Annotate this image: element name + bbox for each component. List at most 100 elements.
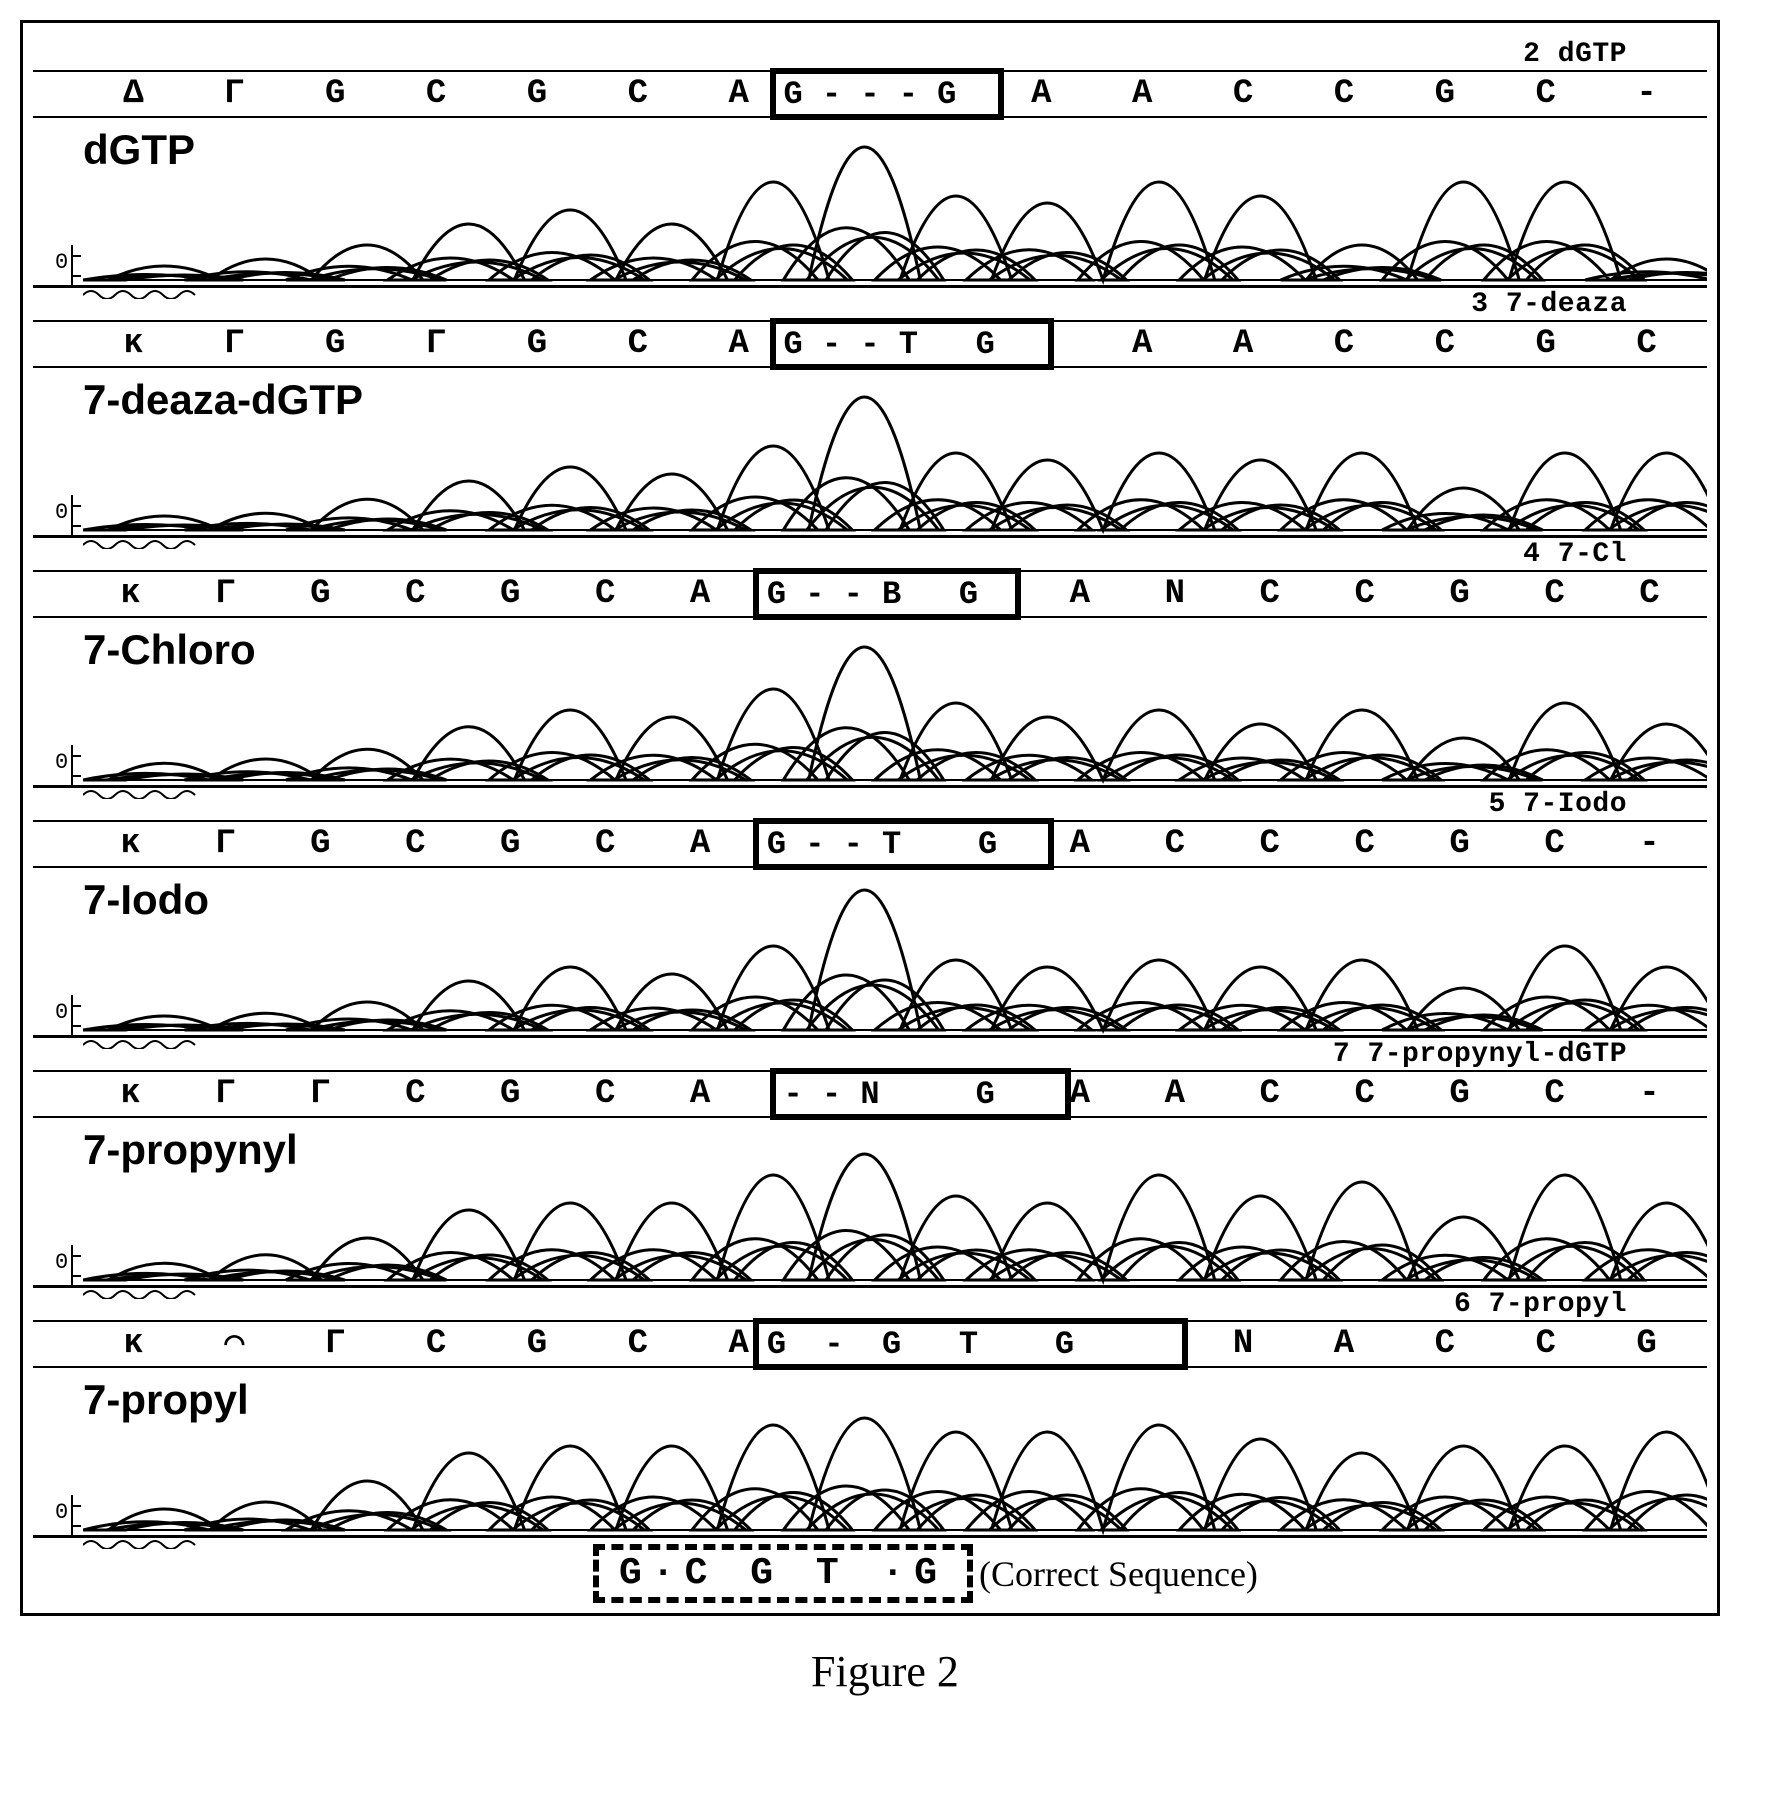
base-cell: G: [463, 1075, 558, 1113]
base-cell: C: [1294, 75, 1395, 113]
base-cell: C: [1317, 1075, 1412, 1113]
base-cell: Γ: [386, 325, 487, 363]
base-cell: C: [1222, 575, 1317, 613]
highlight-box: G - - - G: [770, 68, 1004, 120]
base-cell: C: [1507, 575, 1602, 613]
base-cell: A: [1032, 575, 1127, 613]
panel-label: dGTP: [83, 126, 195, 174]
base-cell: G: [285, 75, 386, 113]
panel-label: 7-propyl: [83, 1376, 249, 1424]
panel-label: 7-propynyl: [83, 1126, 298, 1174]
y-axis-zero-label: 0: [55, 1500, 68, 1525]
base-cell: G: [463, 575, 558, 613]
y-axis-tick: [71, 245, 83, 285]
sequence-row: κΓGΓGCAAACCGCG - - T G: [33, 322, 1707, 368]
base-cell: A: [1294, 1325, 1395, 1363]
base-cell: -: [1602, 825, 1697, 863]
base-cell: G: [487, 75, 588, 113]
panel-label: 7-deaza-dGTP: [83, 376, 363, 424]
highlight-text: G - - T G: [776, 324, 1049, 364]
base-cell: A: [991, 75, 1092, 113]
base-cell: Γ: [178, 1075, 273, 1113]
base-cell: G: [1412, 825, 1507, 863]
y-axis-tick: [71, 745, 83, 785]
base-cell: G: [487, 1325, 588, 1363]
base-cell: G: [273, 825, 368, 863]
correct-sequence-label: (Correct Sequence): [979, 1553, 1258, 1595]
base-cell: A: [653, 575, 748, 613]
base-cell: C: [1394, 325, 1495, 363]
correct-sequence-box: G·C G T ·G: [593, 1544, 973, 1603]
base-cell: C: [1317, 575, 1412, 613]
highlight-text: - - N G: [776, 1074, 1065, 1114]
chromatogram-panel: 4 7-ClκΓGCGCAANCCGCCG - - B G7-Chloro0: [33, 538, 1707, 788]
base-cell: C: [1507, 825, 1602, 863]
y-axis-zero-label: 0: [55, 1250, 68, 1275]
base-cell: Γ: [273, 1075, 368, 1113]
base-cell: G: [487, 325, 588, 363]
base-cell: C: [587, 75, 688, 113]
trace-path: [83, 228, 1707, 280]
sequence-row: κΓΓCGCAAACCGC-- - N G: [33, 1072, 1707, 1118]
highlight-box: G - G T G: [753, 1318, 1188, 1370]
panel-label: 7-Chloro: [83, 626, 256, 674]
trace-path: [83, 728, 1707, 780]
base-cell: C: [1317, 825, 1412, 863]
base-cell: A: [1092, 75, 1193, 113]
base-cell: C: [368, 575, 463, 613]
base-cell: C: [1495, 1325, 1596, 1363]
chromatogram-panel: 3 7-deazaκΓGΓGCAAACCGCG - - T G7-deaza-d…: [33, 288, 1707, 538]
base-cell: Γ: [184, 325, 285, 363]
highlight-text: G - G T G: [759, 1324, 1182, 1364]
panels-host: 2 dGTPΔΓGCGCAAACCGC-G - - - GdGTP03 7-de…: [33, 38, 1707, 1538]
base-cell: C: [1193, 75, 1294, 113]
y-axis-tick: [71, 1495, 83, 1535]
figure-container: 2 dGTPΔΓGCGCAAACCGC-G - - - GdGTP03 7-de…: [20, 20, 1720, 1616]
chromatogram-panel: 6 7-propylκ◠ΓCGCANACCGG - G T G7-propyl0: [33, 1288, 1707, 1538]
base-cell: κ: [83, 1075, 178, 1113]
base-cell: C: [1127, 825, 1222, 863]
sequence-row: κ◠ΓCGCANACCGG - G T G: [33, 1322, 1707, 1368]
base-cell: C: [368, 825, 463, 863]
y-axis-tick: [71, 495, 83, 535]
base-cell: C: [1294, 325, 1395, 363]
y-axis-zero-label: 0: [55, 750, 68, 775]
trace-path: [83, 975, 1707, 1030]
noise-wiggle: [83, 1535, 203, 1549]
base-cell: C: [1222, 825, 1317, 863]
base-cell: N: [1127, 575, 1222, 613]
sequence-row: κΓGCGCAACCCGC-G - - T G: [33, 822, 1707, 868]
base-cell: C: [1222, 1075, 1317, 1113]
panel-header: 2 dGTP: [33, 38, 1707, 72]
base-cell: κ: [83, 825, 178, 863]
sequence-row: ΔΓGCGCAAACCGC-G - - - G: [33, 72, 1707, 118]
trace-path: [83, 478, 1707, 530]
chromatogram-panel: 5 7-IodoκΓGCGCAACCCGC-G - - T G7-Iodo0: [33, 788, 1707, 1038]
chromatogram-panel: 7 7-propynyl-dGTPκΓΓCGCAAACCGC-- - N G7-…: [33, 1038, 1707, 1288]
highlight-text: G - - - G: [776, 74, 998, 114]
base-cell: κ: [83, 1325, 184, 1363]
panel-label: 7-Iodo: [83, 876, 209, 924]
base-cell: C: [558, 825, 653, 863]
chromatogram-svg: [83, 1125, 1707, 1285]
chromatogram-row: dGTP0: [33, 118, 1707, 288]
base-cell: C: [386, 75, 487, 113]
chromatogram-svg: [83, 875, 1707, 1035]
figure-caption: Figure 2: [20, 1646, 1750, 1697]
base-cell: C: [1495, 75, 1596, 113]
base-cell: Γ: [285, 1325, 386, 1363]
panel-header: 5 7-Iodo: [33, 788, 1707, 822]
panel-header: 4 7-Cl: [33, 538, 1707, 572]
chromatogram-panel: 2 dGTPΔΓGCGCAAACCGC-G - - - GdGTP0: [33, 38, 1707, 288]
chromatogram-svg: [83, 125, 1707, 285]
base-cell: C: [1596, 325, 1697, 363]
base-cell: C: [1602, 575, 1697, 613]
base-cell: C: [1394, 1325, 1495, 1363]
base-cell: Δ: [83, 75, 184, 113]
base-cell: -: [1602, 1075, 1697, 1113]
base-cell: G: [1495, 325, 1596, 363]
base-cell: G: [273, 575, 368, 613]
panel-header: 6 7-propyl: [33, 1288, 1707, 1322]
base-cell: C: [587, 1325, 688, 1363]
trace-path: [83, 483, 1707, 531]
